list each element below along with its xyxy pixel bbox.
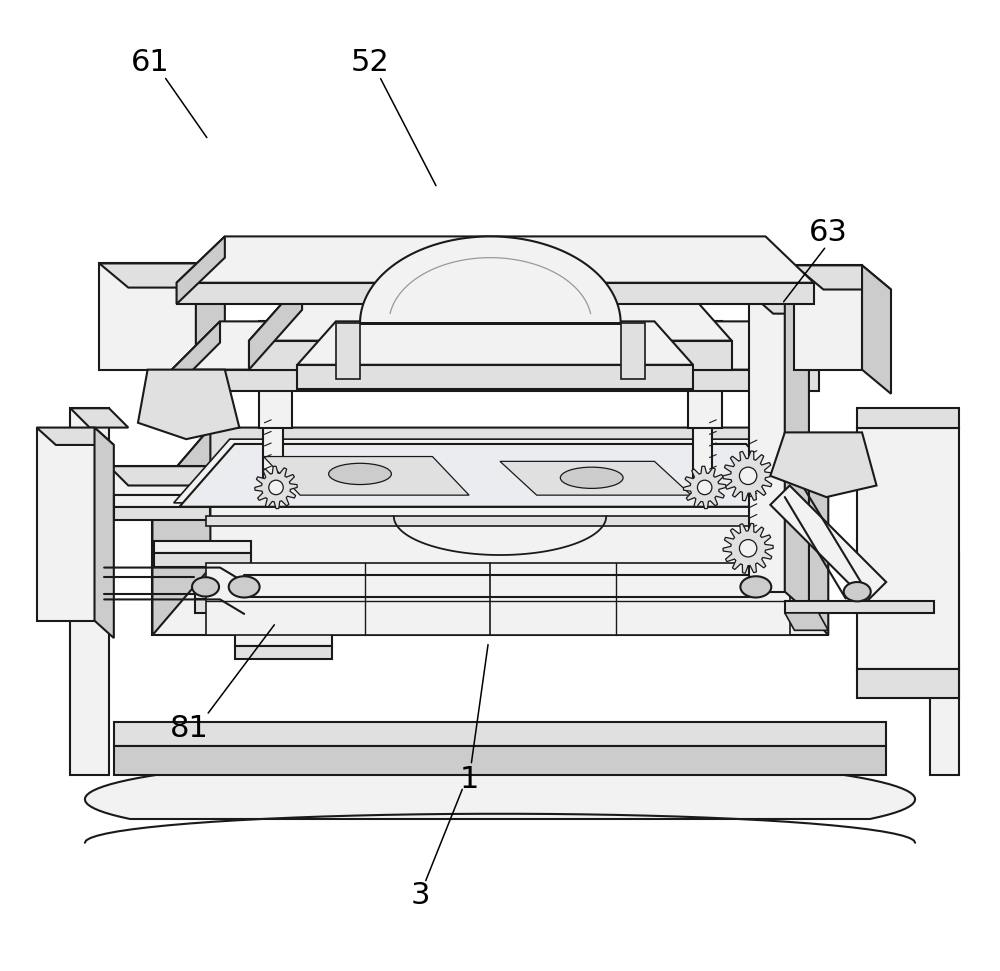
Circle shape [697,481,712,494]
Polygon shape [249,341,732,370]
Polygon shape [109,466,297,486]
Polygon shape [206,563,790,635]
Polygon shape [179,444,801,507]
Polygon shape [770,432,877,497]
Polygon shape [263,456,469,495]
Polygon shape [688,321,722,427]
Circle shape [739,467,757,485]
Polygon shape [37,427,114,445]
Polygon shape [249,281,302,370]
Polygon shape [621,323,645,380]
Ellipse shape [229,576,260,597]
Text: 3: 3 [411,882,431,911]
Polygon shape [857,669,959,698]
Polygon shape [785,613,828,630]
Polygon shape [930,553,959,775]
Polygon shape [114,746,886,775]
Polygon shape [174,439,807,503]
Polygon shape [297,365,693,389]
Polygon shape [195,599,291,613]
Polygon shape [723,451,773,501]
Polygon shape [70,408,109,775]
Text: 61: 61 [131,49,170,77]
Polygon shape [640,281,674,389]
Polygon shape [114,507,210,520]
Polygon shape [749,292,809,314]
Polygon shape [862,265,891,394]
Polygon shape [683,466,726,509]
Polygon shape [154,542,251,553]
Polygon shape [770,486,886,601]
Polygon shape [177,236,814,283]
Polygon shape [172,370,819,391]
Ellipse shape [844,582,871,601]
Ellipse shape [329,463,391,485]
Polygon shape [195,587,291,599]
Polygon shape [177,283,814,304]
Polygon shape [263,408,283,495]
Polygon shape [785,601,934,613]
Polygon shape [307,281,341,389]
Polygon shape [206,495,790,507]
Polygon shape [99,263,225,287]
Text: 81: 81 [170,715,209,743]
Polygon shape [785,292,809,613]
Polygon shape [770,427,828,635]
Polygon shape [95,427,114,638]
Polygon shape [857,427,959,669]
Polygon shape [259,321,292,427]
Polygon shape [693,408,712,495]
Polygon shape [114,495,210,507]
Polygon shape [249,281,732,341]
Polygon shape [152,427,210,635]
Polygon shape [152,495,828,635]
Polygon shape [255,466,297,509]
Polygon shape [109,466,278,495]
Polygon shape [152,427,828,495]
Polygon shape [177,236,225,304]
Polygon shape [360,236,621,323]
Polygon shape [99,263,196,370]
Polygon shape [154,553,251,567]
Circle shape [269,481,283,494]
Polygon shape [70,408,128,427]
Polygon shape [794,265,891,289]
Polygon shape [114,722,886,746]
Polygon shape [138,370,239,439]
Ellipse shape [560,467,623,488]
Circle shape [739,540,757,557]
Polygon shape [749,292,785,591]
Polygon shape [37,427,95,620]
Polygon shape [723,523,773,573]
Polygon shape [235,646,332,659]
Polygon shape [336,323,360,380]
Polygon shape [500,461,691,495]
Text: 52: 52 [350,49,389,77]
Text: 1: 1 [459,765,479,794]
Polygon shape [85,755,915,819]
Polygon shape [206,517,790,526]
Polygon shape [794,265,862,370]
Ellipse shape [192,577,219,596]
Polygon shape [297,321,693,365]
Text: 63: 63 [809,218,848,247]
Polygon shape [196,263,225,394]
Polygon shape [235,634,332,646]
Polygon shape [857,408,959,427]
Polygon shape [172,321,220,391]
Ellipse shape [740,576,771,597]
Polygon shape [172,321,819,370]
